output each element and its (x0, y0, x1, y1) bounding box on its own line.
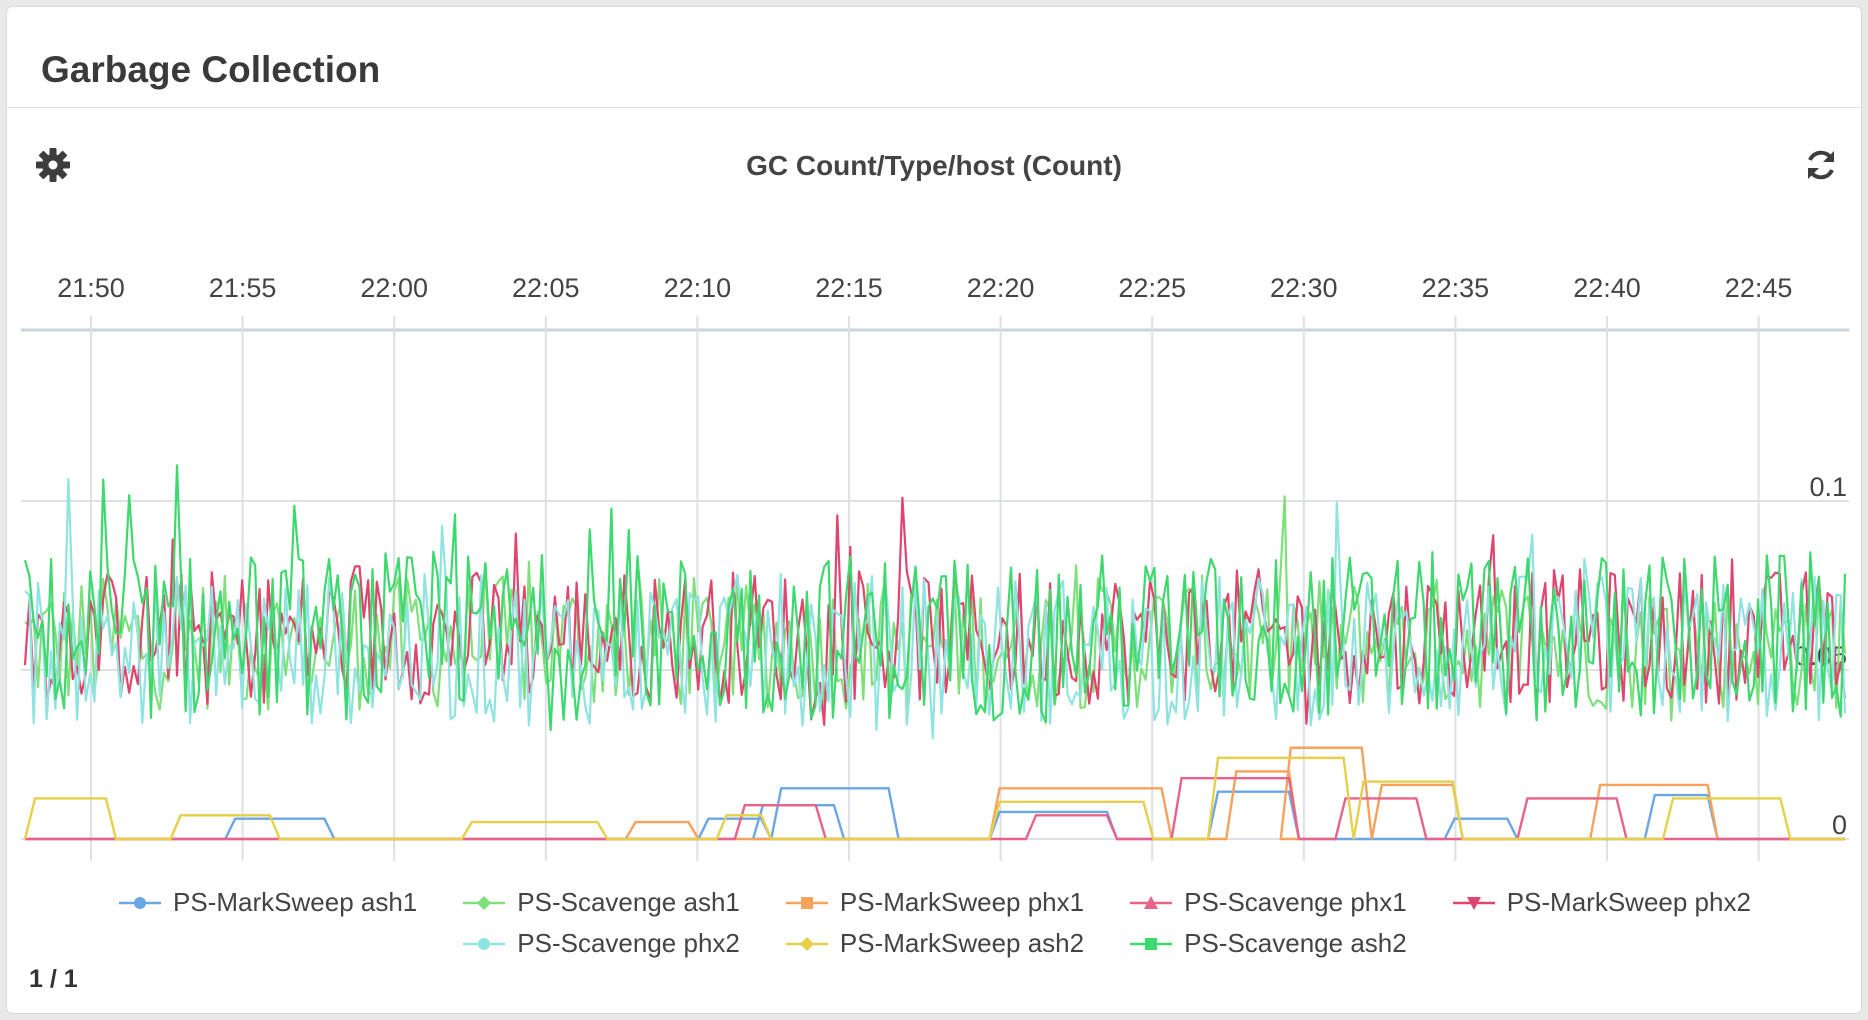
legend-marker-icon (785, 896, 828, 909)
x-tick-label: 22:35 (1422, 273, 1490, 303)
legend-label: PS-Scavenge ash2 (1184, 928, 1407, 958)
legend-marker-icon (1130, 937, 1173, 950)
series-line (25, 787, 1845, 841)
legend-label: PS-Scavenge phx1 (1184, 887, 1407, 917)
x-tick-label: 22:30 (1270, 273, 1338, 303)
legend-row: PS-MarkSweep ash1 PS-Scavenge ash1 PS-Mark… (7, 887, 1861, 918)
x-tick-label: 22:15 (815, 273, 883, 303)
legend-item[interactable]: PS-MarkSweep phx2 (1451, 887, 1751, 918)
legend-label: PS-Scavenge ash1 (517, 887, 740, 917)
series-line (24, 478, 1847, 740)
series-line (23, 464, 1847, 732)
legend-marker-icon (463, 895, 506, 910)
gc-panel: Garbage Collection GC Count/Type/host (C… (6, 6, 1862, 1014)
chart-title: GC Count/Type/host (Count) (746, 150, 1122, 181)
legend-marker-icon (1130, 895, 1173, 909)
legend-item[interactable]: PS-MarkSweep ash1 (117, 887, 417, 918)
legend-label: PS-MarkSweep phx1 (839, 887, 1085, 917)
legend-marker-icon (463, 937, 506, 950)
legend-item[interactable]: PS-Scavenge ash2 (1128, 928, 1407, 959)
x-tick-label: 22:10 (664, 273, 732, 303)
chart-legend: PS-MarkSweep ash1 PS-Scavenge ash1 PS-Mark… (7, 887, 1861, 969)
legend-item[interactable]: PS-Scavenge phx1 (1128, 887, 1407, 918)
legend-label: PS-MarkSweep ash2 (839, 928, 1085, 958)
series-line (25, 776, 1845, 841)
pager-label: 1 / 1 (29, 965, 78, 993)
legend-item[interactable]: PS-MarkSweep phx1 (784, 887, 1084, 918)
legend-item[interactable]: PS-Scavenge phx2 (461, 928, 740, 959)
x-tick-label: 22:25 (1118, 273, 1186, 303)
gear-icon[interactable] (33, 145, 73, 185)
legend-row: PS-Scavenge phx2 PS-MarkSweep ash2 PS-Scav… (7, 928, 1861, 959)
x-tick-label: 22:00 (360, 273, 428, 303)
panel-header: Garbage Collection (7, 7, 1861, 108)
series-line (23, 756, 1845, 841)
series-line (25, 746, 1845, 841)
y-tick-label: 0.1 (1809, 472, 1847, 502)
y-tick-label: 0 (1832, 810, 1847, 840)
x-tick-label: 21:55 (209, 273, 277, 303)
legend-marker-icon (1452, 896, 1495, 910)
legend-item[interactable]: PS-MarkSweep ash2 (784, 928, 1084, 959)
refresh-icon[interactable] (1801, 145, 1841, 185)
legend-label: PS-MarkSweep phx2 (1506, 887, 1751, 917)
legend-item[interactable]: PS-Scavenge ash1 (461, 887, 740, 918)
panel-title: Garbage Collection (41, 49, 381, 90)
x-tick-label: 22:05 (512, 273, 580, 303)
x-tick-label: 22:20 (967, 273, 1035, 303)
x-tick-label: 21:50 (57, 273, 125, 303)
legend-marker-icon (119, 896, 162, 909)
x-tick-label: 22:45 (1725, 273, 1793, 303)
x-tick-label: 22:40 (1573, 273, 1641, 303)
legend-label: PS-MarkSweep ash1 (173, 887, 418, 917)
legend-label: PS-Scavenge phx2 (517, 928, 740, 958)
legend-marker-icon (785, 936, 828, 951)
